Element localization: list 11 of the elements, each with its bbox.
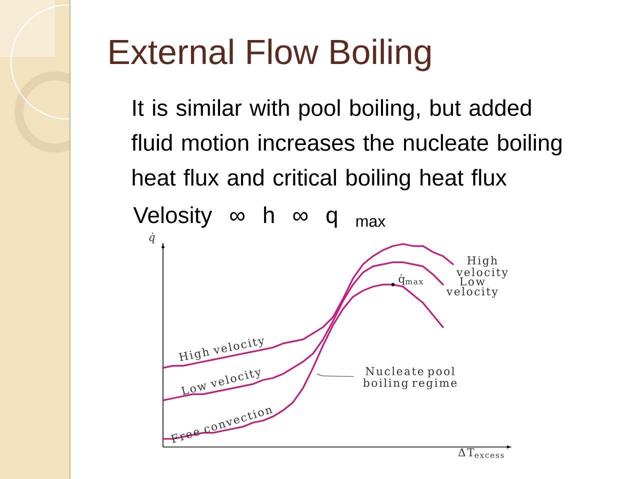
annotation: High velocity [456, 256, 508, 279]
annotation: q̇$_{max}$ [398, 274, 423, 285]
annotation: Nucleate pool boiling regime [363, 366, 457, 390]
text: High velocity [178, 338, 264, 362]
chart-title: External Flow Boiling [110, 38, 430, 72]
text: Low velocity [181, 370, 260, 396]
chart-subtitle: It is similar with pool boiling, but added fluid motion increases the nucleate boiling heat flux and critical boiling heat flux [132, 99, 562, 190]
text: Velosity ∞ h ∞ q $_{max}$ [133, 206, 386, 228]
x-axis-title: ΔT$_{excess}$ [458, 448, 504, 458]
y-axis-title: q̇ [149, 232, 155, 244]
annotation: Low velocity [446, 277, 498, 298]
